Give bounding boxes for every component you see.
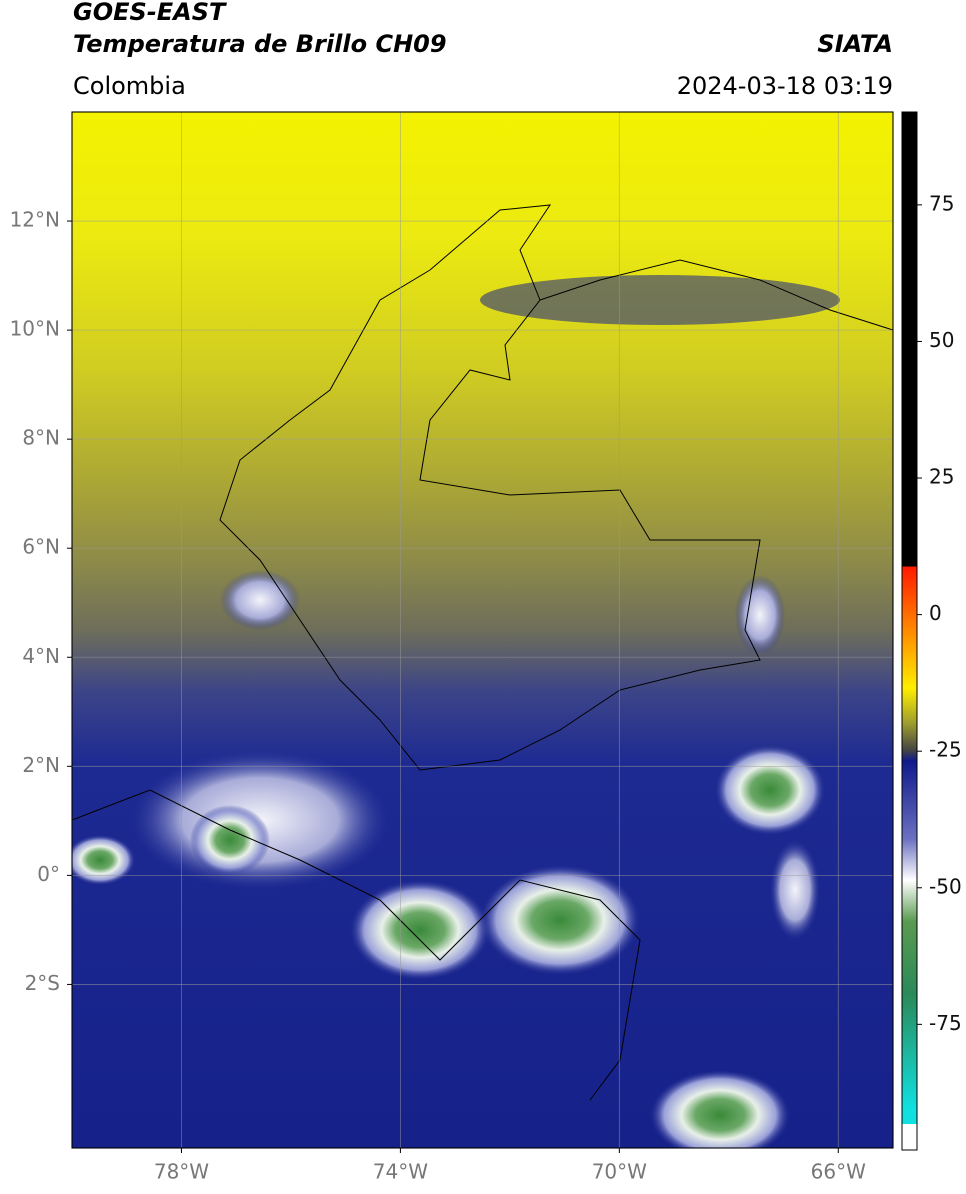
colorbar-tick-label: 75 <box>929 191 954 215</box>
satellite-image <box>72 112 893 1148</box>
colorbar-tick-label: 25 <box>929 465 954 489</box>
colorbar-tick-label: 50 <box>929 328 954 352</box>
colorbar-tick-label: 0 <box>929 601 942 625</box>
y-tick-label: 4°N <box>22 644 60 668</box>
storm <box>72 835 135 885</box>
storm <box>190 805 270 875</box>
colorbar <box>901 111 918 1151</box>
x-tick-label: 70°W <box>592 1160 647 1184</box>
y-tick-label: 10°N <box>10 317 60 341</box>
source-label: SIATA <box>817 30 893 58</box>
y-tick-label: 2°S <box>25 971 60 995</box>
region-label: Colombia <box>73 72 186 100</box>
cloud <box>220 570 300 630</box>
storm <box>480 865 640 975</box>
storm <box>650 1070 790 1148</box>
y-tick-label: 2°N <box>22 753 60 777</box>
y-tick-label: 8°N <box>22 426 60 450</box>
country-border <box>219 204 761 771</box>
map-frame <box>71 111 894 1149</box>
cloud <box>735 575 785 655</box>
coastline <box>539 259 893 331</box>
cloud-band <box>480 275 840 325</box>
datetime-label: 2024-03-18 03:19 <box>677 72 893 100</box>
product-title: Temperatura de Brillo CH09 <box>73 30 447 58</box>
y-tick-label: 6°N <box>22 535 60 559</box>
x-tick-label: 78°W <box>154 1160 209 1184</box>
colorbar-tick-label: -50 <box>929 874 962 898</box>
satellite-title: GOES-EAST <box>73 0 227 26</box>
cloud <box>770 840 820 940</box>
y-tick-label: 12°N <box>10 208 60 232</box>
colorbar-tick-label: -75 <box>929 1011 962 1035</box>
x-tick-label: 66°W <box>811 1160 866 1184</box>
storm <box>715 745 825 835</box>
colorbar-tick-label: -25 <box>929 738 962 762</box>
y-tick-label: 0° <box>37 862 60 886</box>
country-border <box>72 789 641 1101</box>
grid <box>72 112 893 1148</box>
x-tick-label: 74°W <box>373 1160 428 1184</box>
